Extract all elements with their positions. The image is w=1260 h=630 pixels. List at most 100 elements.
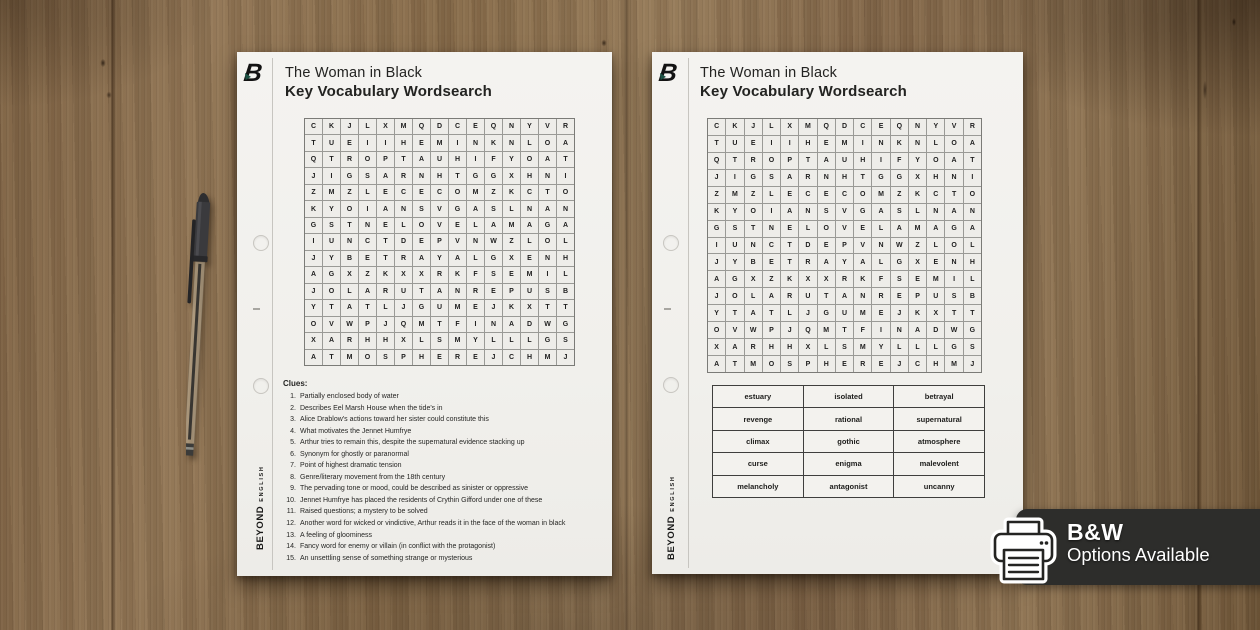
word-bank-word: gothic [804, 430, 895, 453]
grid-letter: W [341, 316, 358, 333]
clue-number: 12. [286, 520, 296, 528]
grid-letter: H [521, 349, 538, 365]
clue-text: Describes Eel Marsh House when the tide'… [300, 404, 443, 412]
printer-icon-graphic [990, 517, 1057, 584]
clue-number: 11. [286, 508, 296, 516]
hole-punch [663, 377, 679, 393]
grid-letter: O [341, 201, 358, 217]
grid-letter: U [323, 234, 340, 250]
grid-letter: L [872, 254, 890, 271]
grid-letter: S [539, 283, 556, 300]
margin-rule [688, 58, 689, 568]
grid-letter: E [781, 186, 799, 203]
grid-letter: A [781, 203, 799, 220]
grid-letter: V [835, 203, 854, 220]
grid-letter: A [927, 220, 945, 237]
grid-letter: R [341, 333, 358, 349]
grid-letter: J [708, 254, 726, 271]
clue-number: 6. [290, 450, 296, 458]
grid-letter: X [781, 119, 799, 135]
grid-letter: T [323, 151, 340, 168]
grid-letter: O [359, 151, 376, 168]
grid-letter: A [305, 267, 322, 283]
badge-heading: B&W [1067, 519, 1124, 545]
grid-letter: L [467, 217, 484, 234]
grid-letter: V [726, 322, 744, 339]
grid-letter: L [521, 234, 538, 250]
grid-letter: D [799, 237, 817, 254]
grid-letter: K [908, 186, 927, 203]
grid-letter: M [449, 300, 466, 316]
grid-letter: D [835, 119, 854, 135]
grid-letter: E [413, 184, 430, 201]
grid-letter: T [708, 135, 726, 152]
grid-letter: J [781, 322, 799, 339]
grid-letter: S [431, 333, 448, 349]
grid-letter: J [305, 250, 322, 267]
grid-letter: E [377, 184, 394, 201]
clue-text: An unsettling sense of something strange… [300, 554, 473, 562]
grid-letter: M [872, 186, 890, 203]
grid-letter: A [557, 217, 574, 234]
grid-letter: L [521, 135, 538, 151]
grid-letter: N [359, 217, 376, 234]
worksheet-subtitle: Key Vocabulary Wordsearch [285, 83, 493, 100]
grid-letter: E [908, 271, 927, 288]
grid-letter: J [305, 283, 322, 300]
grid-letter: I [467, 151, 484, 168]
grid-letter: L [503, 201, 520, 217]
grid-letter: N [744, 237, 762, 254]
grid-letter: N [539, 250, 556, 267]
clues-section: Clues: 1. Partially enclosed body of wate… [283, 379, 607, 564]
grid-letter: L [395, 217, 412, 234]
grid-letter: Y [908, 152, 927, 169]
grid-letter: E [431, 349, 448, 365]
grid-letter: W [945, 322, 963, 339]
grid-letter: O [305, 316, 322, 333]
grid-letter: U [726, 237, 744, 254]
grid-letter: P [395, 349, 412, 365]
grid-letter: Q [485, 119, 502, 135]
grid-letter: D [521, 316, 538, 333]
word-bank-row: estuary isolated betrayal [713, 386, 984, 409]
word-bank-word: uncanny [923, 481, 955, 491]
grid-letter: E [503, 267, 520, 283]
grid-letter: A [323, 333, 340, 349]
badge-subheading: Options Available [1067, 544, 1210, 565]
grid-letter: E [467, 349, 484, 365]
clue-text: Arthur tries to remain this, despite the… [300, 439, 525, 447]
grid-letter: T [449, 168, 466, 184]
grid-letter: L [341, 283, 358, 300]
grid-letter: V [431, 217, 448, 234]
grid-letter: Z [305, 184, 322, 201]
grid-letter: L [503, 333, 520, 349]
grid-letter: N [413, 168, 430, 184]
grid-letter: K [323, 119, 340, 135]
grid-letter: R [431, 267, 448, 283]
grid-letter: M [927, 271, 945, 288]
grid-letter: L [872, 220, 890, 237]
grid-letter: A [377, 201, 394, 217]
clue-item: 9. The pervading tone or mood, could be d… [283, 483, 607, 495]
grid-letter: Y [927, 119, 945, 135]
grid-letter: N [341, 234, 358, 250]
grid-letter: P [908, 288, 927, 305]
grid-letter: L [799, 220, 817, 237]
grid-letter: C [799, 186, 817, 203]
grid-letter: N [908, 135, 927, 152]
grid-letter: L [927, 237, 945, 254]
grid-letter: H [521, 168, 538, 184]
grid-letter: P [431, 234, 448, 250]
word-bank-word: betrayal [924, 392, 954, 402]
margin-dash [253, 308, 260, 310]
hole-punch [253, 378, 269, 394]
grid-letter: N [890, 322, 908, 339]
grid-letter: G [945, 220, 963, 237]
grid-letter: G [890, 254, 908, 271]
grid-letter: T [762, 305, 781, 322]
grid-letter: K [503, 300, 520, 316]
grid-letter: M [817, 322, 835, 339]
grid-letter: E [341, 135, 358, 151]
clue-number: 8. [290, 473, 296, 481]
worksheet-title: The Woman in Black [700, 65, 838, 81]
